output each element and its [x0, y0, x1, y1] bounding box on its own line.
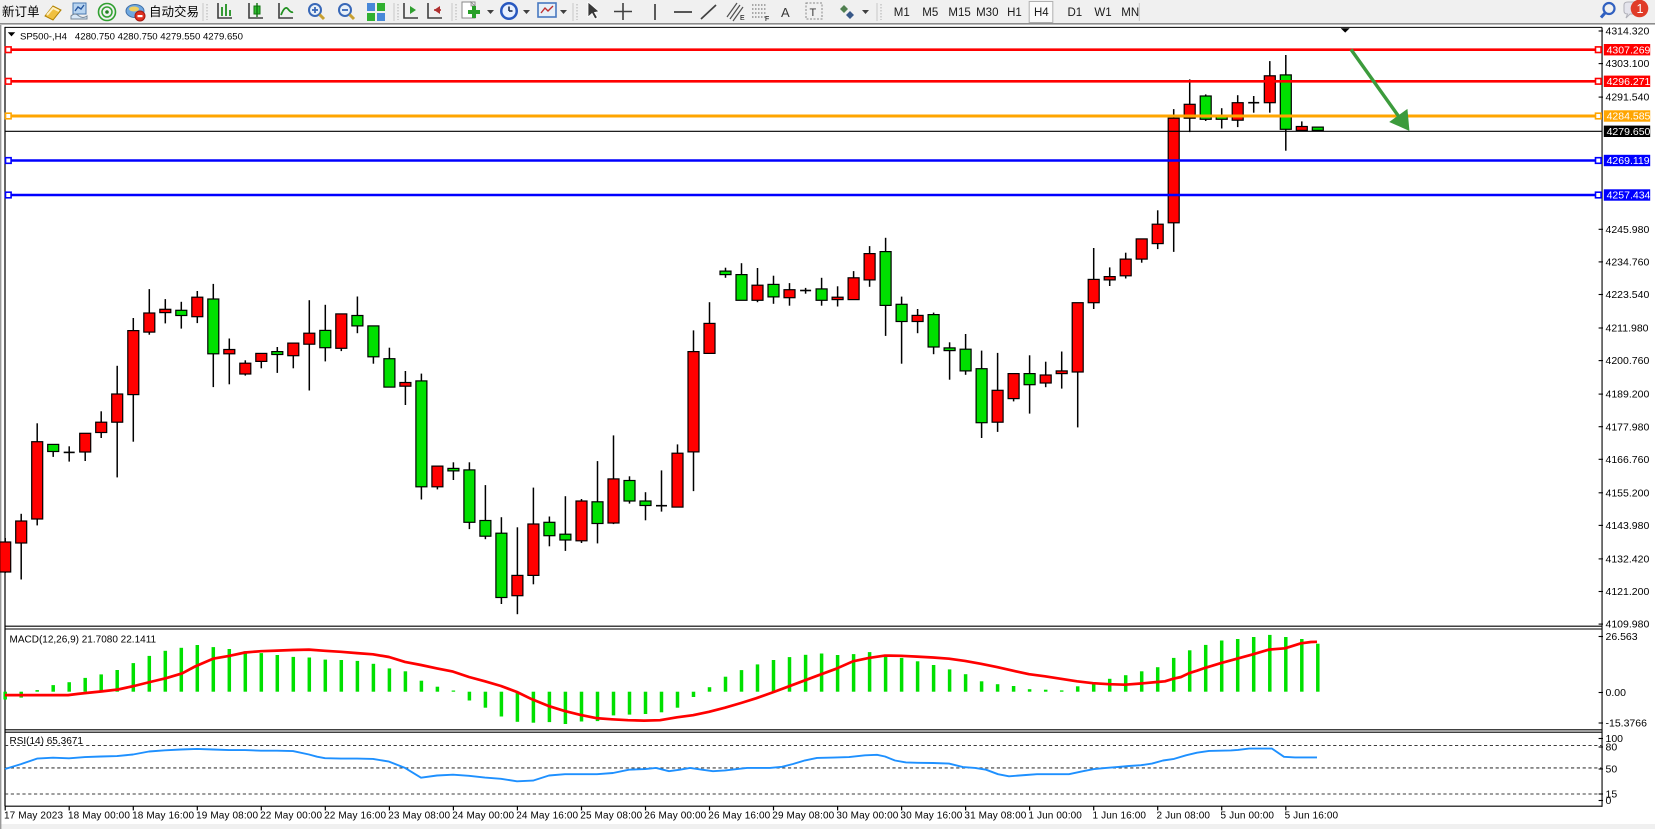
svg-text:4189.200: 4189.200: [1606, 389, 1650, 401]
svg-text:4314.320: 4314.320: [1606, 26, 1650, 38]
svg-text:80: 80: [1606, 742, 1618, 754]
svg-text:4132.420: 4132.420: [1606, 554, 1650, 566]
svg-text:24 May 00:00: 24 May 00:00: [452, 811, 514, 822]
svg-text:15: 15: [1606, 789, 1618, 801]
svg-text:23 May 08:00: 23 May 08:00: [388, 811, 450, 822]
svg-text:0.00: 0.00: [1606, 687, 1627, 699]
svg-text:5 Jun 00:00: 5 Jun 00:00: [1221, 811, 1275, 822]
svg-text:T: T: [810, 7, 817, 19]
svg-text:4245.980: 4245.980: [1606, 224, 1650, 236]
svg-text:18 May 16:00: 18 May 16:00: [132, 811, 194, 822]
svg-text:E: E: [740, 15, 745, 22]
svg-text:4296.271: 4296.271: [1607, 76, 1651, 88]
svg-text:30 May 00:00: 30 May 00:00: [836, 811, 898, 822]
svg-text:4307.269: 4307.269: [1607, 44, 1651, 56]
svg-text:5 Jun 16:00: 5 Jun 16:00: [1285, 811, 1339, 822]
svg-text:4269.119: 4269.119: [1607, 155, 1650, 167]
svg-text:4279.650: 4279.650: [1607, 126, 1651, 138]
svg-text:H4: H4: [1034, 7, 1049, 19]
svg-text:1 Jun 16:00: 1 Jun 16:00: [1093, 811, 1147, 822]
svg-text:M5: M5: [922, 7, 938, 19]
svg-text:MN: MN: [1121, 7, 1139, 19]
svg-text:25 May 08:00: 25 May 08:00: [580, 811, 642, 822]
svg-text:50: 50: [1606, 764, 1618, 776]
svg-text:自动交易: 自动交易: [149, 4, 199, 19]
svg-text:F: F: [765, 16, 769, 23]
svg-text:M1: M1: [894, 7, 910, 19]
svg-text:RSI(14) 65.3671: RSI(14) 65.3671: [10, 736, 84, 747]
svg-text:4234.760: 4234.760: [1606, 257, 1650, 269]
svg-text:1: 1: [1637, 2, 1644, 16]
svg-text:17 May 2023: 17 May 2023: [4, 811, 63, 822]
svg-text:M30: M30: [976, 7, 998, 19]
svg-text:30 May 16:00: 30 May 16:00: [900, 811, 962, 822]
svg-text:4200.760: 4200.760: [1606, 355, 1650, 367]
svg-text:4257.434: 4257.434: [1607, 190, 1651, 202]
svg-text:19 May 08:00: 19 May 08:00: [196, 811, 258, 822]
svg-text:31 May 08:00: 31 May 08:00: [964, 811, 1026, 822]
svg-text:-15.3766: -15.3766: [1606, 718, 1648, 730]
svg-text:29 May 08:00: 29 May 08:00: [772, 811, 834, 822]
svg-text:26 May 00:00: 26 May 00:00: [644, 811, 706, 822]
svg-text:4143.980: 4143.980: [1606, 520, 1650, 532]
svg-text:新订单: 新订单: [2, 4, 40, 19]
svg-text:22 May 16:00: 22 May 16:00: [324, 811, 386, 822]
svg-text:100: 100: [1606, 733, 1624, 745]
svg-text:M15: M15: [948, 7, 970, 19]
svg-text:4284.585: 4284.585: [1607, 111, 1651, 123]
svg-text:18 May 00:00: 18 May 00:00: [68, 811, 130, 822]
svg-text:4109.980: 4109.980: [1606, 619, 1650, 631]
svg-text:4166.760: 4166.760: [1606, 454, 1650, 466]
svg-text:0: 0: [1606, 795, 1612, 807]
svg-text:26 May 16:00: 26 May 16:00: [708, 811, 770, 822]
svg-text:W1: W1: [1094, 7, 1111, 19]
svg-text:4303.100: 4303.100: [1606, 58, 1650, 70]
svg-text:24 May 16:00: 24 May 16:00: [516, 811, 578, 822]
svg-text:H1: H1: [1007, 7, 1022, 19]
svg-text:4155.200: 4155.200: [1606, 487, 1650, 499]
svg-text:MACD(12,26,9) 21.7080 22.1411: MACD(12,26,9) 21.7080 22.1411: [10, 635, 157, 646]
svg-text:22 May 00:00: 22 May 00:00: [260, 811, 322, 822]
svg-text:4223.540: 4223.540: [1606, 289, 1650, 301]
svg-text:A: A: [781, 5, 790, 20]
svg-text:4121.200: 4121.200: [1606, 586, 1650, 598]
svg-text:D1: D1: [1068, 7, 1083, 19]
svg-text:1 Jun 00:00: 1 Jun 00:00: [1028, 811, 1082, 822]
svg-text:26.563: 26.563: [1606, 631, 1638, 643]
svg-text:SP500-,H4 4280.750 4280.750: SP500-,H4 4280.750 4280.750 4279.550 427…: [20, 31, 243, 42]
svg-text:2 Jun 08:00: 2 Jun 08:00: [1157, 811, 1211, 822]
svg-text:4291.540: 4291.540: [1606, 92, 1650, 104]
svg-text:4211.980: 4211.980: [1606, 323, 1649, 335]
svg-text:4177.980: 4177.980: [1606, 421, 1650, 433]
